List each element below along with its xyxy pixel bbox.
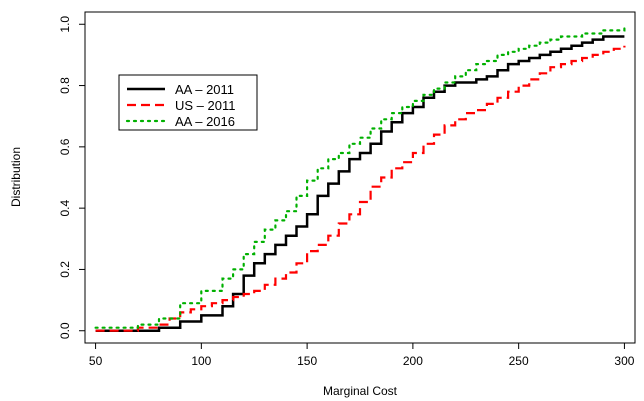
- y-tick-label: 0.0: [58, 322, 72, 339]
- series-line-2: [95, 45, 626, 332]
- x-tick-label: 100: [191, 354, 211, 368]
- x-tick-label: 50: [89, 354, 103, 368]
- x-tick-label: 250: [509, 354, 529, 368]
- x-axis-title: Marginal Cost: [323, 384, 398, 398]
- plot-frame: [84, 11, 636, 344]
- y-tick-label: 1.0: [58, 16, 72, 33]
- y-tick-label: 0.8: [58, 77, 72, 94]
- legend-label-1: AA – 2011: [175, 82, 234, 97]
- series-line-3: [94, 26, 626, 329]
- series-line-1: [95, 35, 625, 332]
- x-tick-label: 200: [403, 354, 423, 368]
- legend-label-3: AA – 2016: [175, 114, 235, 129]
- series-layer: [94, 26, 626, 332]
- y-tick-label: 0.4: [58, 199, 72, 216]
- y-tick-label: 0.6: [58, 138, 72, 155]
- x-tick-label: 150: [297, 354, 317, 368]
- x-tick-label: 300: [614, 354, 634, 368]
- y-axis-title: Distribution: [9, 147, 23, 207]
- legend-label-2: US – 2011: [175, 98, 235, 113]
- y-axis: 0.0 0.2 0.4 0.6 0.8 1.0: [58, 16, 85, 339]
- x-axis: 50 100 150 200 250 300: [89, 343, 635, 368]
- y-tick-label: 0.2: [58, 261, 72, 278]
